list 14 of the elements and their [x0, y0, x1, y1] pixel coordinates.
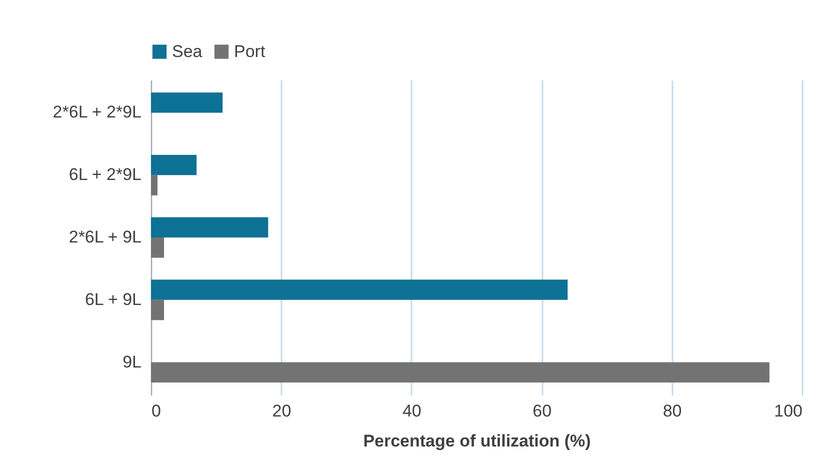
y-tick-label: 2*6L + 2*9L	[52, 102, 142, 122]
x-axis-title: Percentage of utilization (%)	[363, 432, 591, 450]
x-tick-label: 0	[152, 402, 161, 420]
y-tick-label: 2*6L + 9L	[68, 228, 142, 246]
x-tick-label: 40	[402, 402, 422, 420]
y-tick-label: 6L + 9L	[84, 290, 142, 309]
legend-label: Port	[234, 42, 266, 61]
x-tick-label: 20	[272, 402, 292, 420]
x-tick-label: 100	[774, 402, 802, 420]
y-tick-label: 6L + 2*9L	[68, 165, 142, 184]
x-tick-label: 60	[532, 402, 552, 420]
legend-label: Sea	[172, 42, 203, 61]
y-tick-label: 9L	[122, 352, 142, 372]
x-tick-label: 80	[662, 402, 682, 420]
